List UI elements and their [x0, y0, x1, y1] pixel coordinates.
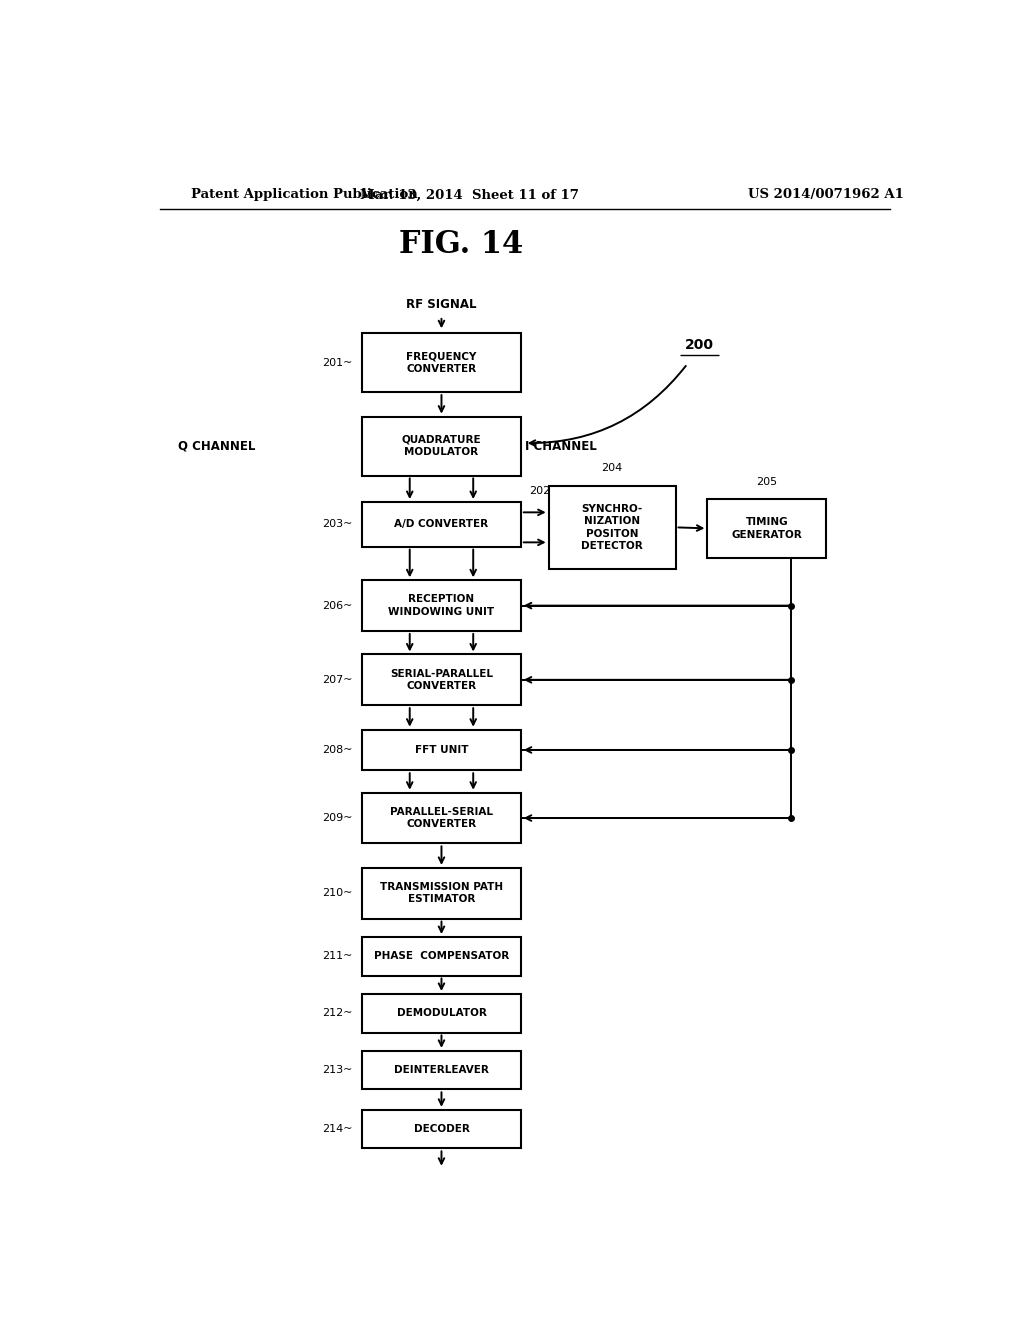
Text: TRANSMISSION PATH
ESTIMATOR: TRANSMISSION PATH ESTIMATOR: [380, 882, 503, 904]
Bar: [362, 730, 521, 771]
Bar: [549, 486, 676, 569]
Text: FREQUENCY
CONVERTER: FREQUENCY CONVERTER: [407, 351, 476, 374]
Text: 205: 205: [757, 477, 777, 487]
Text: Mar. 13, 2014  Sheet 11 of 17: Mar. 13, 2014 Sheet 11 of 17: [359, 189, 579, 202]
Text: 210~: 210~: [323, 888, 352, 898]
Bar: [362, 333, 521, 392]
Text: Patent Application Publication: Patent Application Publication: [191, 189, 418, 202]
Text: DEINTERLEAVER: DEINTERLEAVER: [394, 1065, 488, 1074]
Text: SYNCHRO-
NIZATION
POSITON
DETECTOR: SYNCHRO- NIZATION POSITON DETECTOR: [582, 504, 643, 550]
Text: DECODER: DECODER: [414, 1125, 469, 1134]
Text: 204: 204: [601, 463, 623, 474]
Bar: [362, 1110, 521, 1148]
Text: US 2014/0071962 A1: US 2014/0071962 A1: [749, 189, 904, 202]
Bar: [362, 867, 521, 919]
Bar: [362, 417, 521, 475]
Text: FIG. 14: FIG. 14: [399, 230, 523, 260]
Text: SERIAL-PARALLEL
CONVERTER: SERIAL-PARALLEL CONVERTER: [390, 669, 493, 690]
Bar: [708, 499, 826, 558]
Text: 208~: 208~: [323, 744, 352, 755]
Text: 213~: 213~: [323, 1065, 352, 1074]
Bar: [362, 581, 521, 631]
Text: Q CHANNEL: Q CHANNEL: [177, 440, 255, 453]
Text: PHASE  COMPENSATOR: PHASE COMPENSATOR: [374, 952, 509, 961]
Text: 200: 200: [685, 338, 714, 351]
Text: 212~: 212~: [323, 1008, 352, 1018]
Bar: [362, 655, 521, 705]
Text: TIMING
GENERATOR: TIMING GENERATOR: [731, 517, 802, 540]
Text: A/D CONVERTER: A/D CONVERTER: [394, 519, 488, 529]
Text: 207~: 207~: [323, 675, 352, 685]
Text: 201~: 201~: [323, 358, 352, 368]
Bar: [362, 792, 521, 843]
Text: 203~: 203~: [323, 519, 352, 529]
Bar: [362, 994, 521, 1032]
Bar: [362, 502, 521, 546]
Text: FFT UNIT: FFT UNIT: [415, 744, 468, 755]
Text: 209~: 209~: [323, 813, 352, 824]
Text: RECEPTION
WINDOWING UNIT: RECEPTION WINDOWING UNIT: [388, 594, 495, 616]
Text: PARALLEL-SERIAL
CONVERTER: PARALLEL-SERIAL CONVERTER: [390, 807, 493, 829]
Text: I CHANNEL: I CHANNEL: [524, 440, 597, 453]
Text: 206~: 206~: [323, 601, 352, 611]
Text: 211~: 211~: [323, 952, 352, 961]
Text: RF SIGNAL: RF SIGNAL: [407, 298, 477, 312]
Text: DEMODULATOR: DEMODULATOR: [396, 1008, 486, 1018]
Text: 202: 202: [528, 486, 550, 496]
Text: 214~: 214~: [323, 1125, 352, 1134]
Text: QUADRATURE
MODULATOR: QUADRATURE MODULATOR: [401, 434, 481, 457]
Bar: [362, 1051, 521, 1089]
Bar: [362, 937, 521, 975]
